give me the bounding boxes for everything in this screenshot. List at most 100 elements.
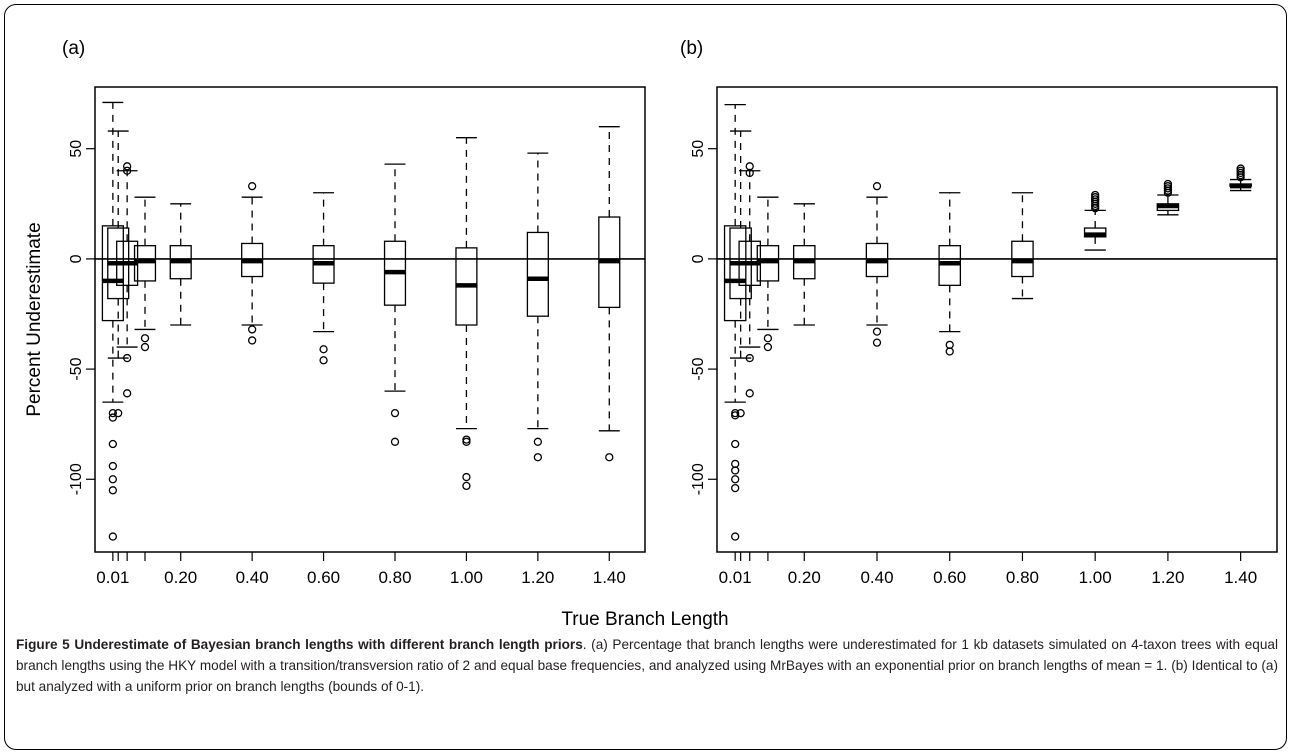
outlier-point: [122, 353, 132, 363]
boxplot: [133, 196, 157, 352]
box: [723, 225, 747, 322]
outlier-point: [736, 409, 745, 418]
boxplot: [526, 152, 549, 462]
outlier-point: [1236, 164, 1245, 173]
outlier-point: [122, 389, 132, 398]
outlier-point: [731, 483, 740, 493]
outlier-point: [122, 162, 132, 171]
boxplot: [1083, 190, 1107, 251]
outlier-point: [731, 466, 740, 475]
caption-title: Figure 5 Underestimate of Bayesian branc…: [16, 637, 583, 652]
outlier-point: [108, 486, 118, 495]
boxplot: [1229, 164, 1252, 192]
panel-label: (b): [680, 38, 703, 59]
y-axis-label: Percent Underestimate: [24, 222, 45, 416]
x-tick-label: 1.40: [593, 568, 626, 587]
x-tick-label: 0.80: [378, 568, 411, 587]
x-tick-label: 1.20: [1151, 568, 1184, 587]
outlier-point: [114, 409, 123, 418]
outlier-point: [108, 413, 118, 422]
outlier-point: [763, 334, 773, 343]
y-tick-label: 50: [68, 140, 85, 158]
outlier-point: [140, 334, 150, 343]
x-tick-label: 1.20: [521, 568, 554, 587]
outlier-point: [108, 439, 118, 449]
outlier-point: [122, 166, 132, 175]
outlier-point: [945, 347, 954, 356]
outlier-point: [745, 168, 754, 178]
x-tick-label: 0.40: [236, 568, 269, 587]
outlier-point: [872, 182, 882, 191]
boxplot: [756, 196, 780, 352]
x-tick-label: 0.01: [96, 568, 129, 587]
x-tick-label: 0.60: [933, 568, 966, 587]
y-tick-label: 0: [68, 254, 85, 263]
x-tick-label: 1.40: [1224, 568, 1257, 587]
x-axis-title: True Branch Length: [561, 609, 728, 630]
boxplot: [865, 182, 889, 347]
outlier-point: [390, 409, 400, 418]
outlier-point: [533, 437, 543, 446]
boxplot: [1156, 179, 1180, 216]
x-tick-label: 0.60: [307, 568, 340, 587]
boxplot: [792, 203, 816, 326]
y-tick-label: -50: [690, 357, 707, 380]
x-tick-label: 1.00: [1079, 568, 1112, 587]
boxplot: [241, 182, 264, 345]
outlier-point: [731, 532, 740, 541]
outlier-point: [745, 162, 754, 171]
x-tick-label: 0.20: [788, 568, 821, 587]
boxplot: [598, 126, 621, 462]
panel-b: (b) -100 -50 0 50 0.01 0.20 0.40 0.60 0.80 1.00 1.2…: [680, 38, 1278, 587]
outlier-point: [108, 461, 118, 471]
plot-frame: [94, 86, 646, 553]
outlier-point: [731, 459, 740, 468]
outlier-point: [247, 325, 257, 334]
outlier-point: [1091, 190, 1100, 200]
figure-plots: (a) -100 -50 0 50 Percent Underestimate 0.01 0.…: [24, 38, 1278, 630]
outlier-point: [745, 353, 754, 363]
plot-frame: [716, 86, 1278, 553]
y-tick-label: 0: [690, 254, 707, 263]
outlier-point: [319, 356, 328, 365]
outlier-point: [319, 345, 328, 354]
panel-a: (a) -100 -50 0 50 Percent Underestimate 0.01 0.…: [24, 38, 646, 587]
outlier-point: [1163, 179, 1173, 189]
boxplot: [101, 101, 124, 541]
y-tick-label: -100: [68, 463, 85, 495]
outlier-point: [872, 327, 882, 336]
outlier-point: [945, 340, 954, 349]
y-tick-label: 50: [690, 140, 707, 158]
outlier-point: [140, 342, 150, 352]
outlier-point: [462, 481, 471, 491]
boxplot: [312, 192, 335, 365]
outlier-point: [533, 453, 543, 462]
figure-caption: Figure 5 Underestimate of Bayesian branc…: [16, 634, 1278, 697]
outlier-point: [731, 439, 740, 449]
outlier-point: [247, 182, 257, 191]
boxplot: [169, 203, 192, 326]
boxplot: [1011, 192, 1034, 300]
box: [101, 225, 124, 322]
x-tick-label: 0.40: [860, 568, 893, 587]
panel-label: (a): [62, 38, 85, 59]
outlier-point: [731, 475, 740, 484]
outlier-point: [247, 336, 257, 345]
outlier-point: [108, 409, 118, 418]
outlier-point: [745, 389, 754, 398]
boxplot: [723, 103, 747, 541]
outlier-point: [390, 437, 400, 446]
outlier-point: [731, 411, 740, 420]
box: [526, 231, 549, 317]
outlier-point: [462, 472, 471, 482]
outlier-point: [108, 475, 118, 484]
outlier-point: [605, 453, 614, 462]
outlier-point: [872, 338, 882, 347]
boxplot: [455, 137, 478, 491]
x-tick-label: 0.20: [164, 568, 197, 587]
caption-text: . (a) Percentage that branch lengths wer…: [16, 637, 1278, 694]
outlier-point: [108, 532, 118, 541]
boxplot: [938, 192, 962, 356]
x-tick-label: 0.80: [1006, 568, 1039, 587]
boxplot: [383, 163, 407, 446]
